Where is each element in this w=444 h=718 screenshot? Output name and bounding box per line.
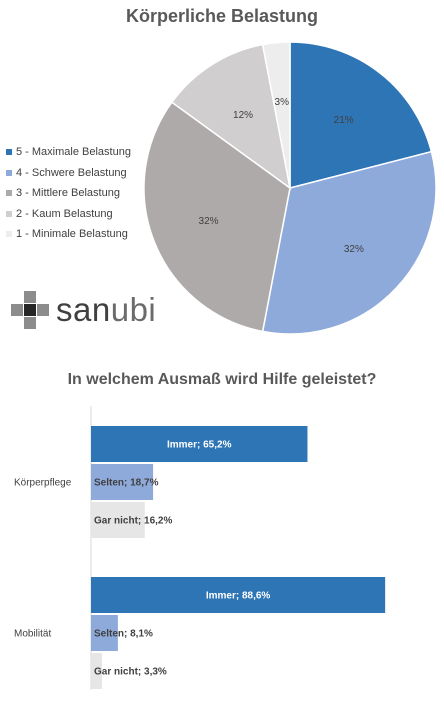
pie-chart: 21% 32% 32% 12% 3%	[143, 41, 437, 335]
bar-data-label: Immer; 65,2%	[167, 440, 232, 451]
bar-data-label: Selten; 18,7%	[94, 478, 159, 489]
bar-data-label: Selten; 8,1%	[94, 629, 153, 640]
legend-label: 4 - Schwere Belastung	[16, 166, 127, 179]
pie-slice	[143, 101, 291, 333]
legend-swatch	[6, 210, 12, 217]
sanubi-logo: sanubi	[10, 290, 156, 330]
legend-item: 5 - Maximale Belastung	[6, 142, 131, 163]
bar	[91, 653, 102, 689]
bar-data-label: Gar nicht; 16,2%	[94, 516, 172, 527]
pie-slice	[170, 43, 292, 190]
category-label: Mobilität	[14, 629, 51, 640]
pie-slice	[261, 41, 291, 189]
bar	[91, 464, 154, 500]
bar	[91, 577, 386, 613]
legend-swatch	[6, 149, 12, 156]
bar-data-label: Immer; 88,6%	[206, 591, 271, 602]
pie-slice	[289, 41, 433, 189]
legend-label: 1 - Minimale Belastung	[16, 228, 128, 241]
sanubi-logo-text: sanubi	[56, 291, 157, 328]
legend-swatch	[6, 231, 12, 238]
bar	[91, 502, 145, 538]
legend-swatch	[6, 169, 12, 176]
bar-data-label: Gar nicht; 3,3%	[94, 667, 167, 678]
pie-chart-title: Körperliche Belastung	[125, 6, 319, 26]
category-label: Körperpflege	[14, 478, 72, 489]
sanubi-logo-icon	[11, 291, 49, 329]
bar	[91, 615, 118, 651]
legend-swatch	[6, 190, 12, 197]
pie-data-label: 3%	[275, 97, 290, 108]
legend-item: 2 - Kaum Belastung	[6, 204, 131, 225]
legend-item: 1 - Minimale Belastung	[6, 224, 131, 245]
legend-label: 3 - Mittlere Belastung	[16, 187, 120, 200]
legend-label: 5 - Maximale Belastung	[16, 146, 131, 159]
pie-data-label: 32%	[199, 216, 219, 227]
pie-legend: 5 - Maximale Belastung 4 - Schwere Belast…	[6, 142, 131, 245]
bar	[91, 426, 308, 462]
pie-data-label: 32%	[344, 244, 364, 255]
legend-item: 3 - Mittlere Belastung	[6, 183, 131, 204]
legend-label: 2 - Kaum Belastung	[16, 207, 113, 220]
bar-chart-title: In welchem Ausmaß wird Hilfe geleistet?	[67, 371, 377, 388]
pie-data-label: 12%	[233, 110, 253, 121]
pie-slice	[261, 150, 437, 335]
legend-item: 4 - Schwere Belastung	[6, 163, 131, 184]
pie-data-label: 21%	[334, 115, 354, 126]
bar-chart: Immer; 65,2% Selten; 18,7% Gar nicht; 16,2…	[14, 406, 386, 690]
